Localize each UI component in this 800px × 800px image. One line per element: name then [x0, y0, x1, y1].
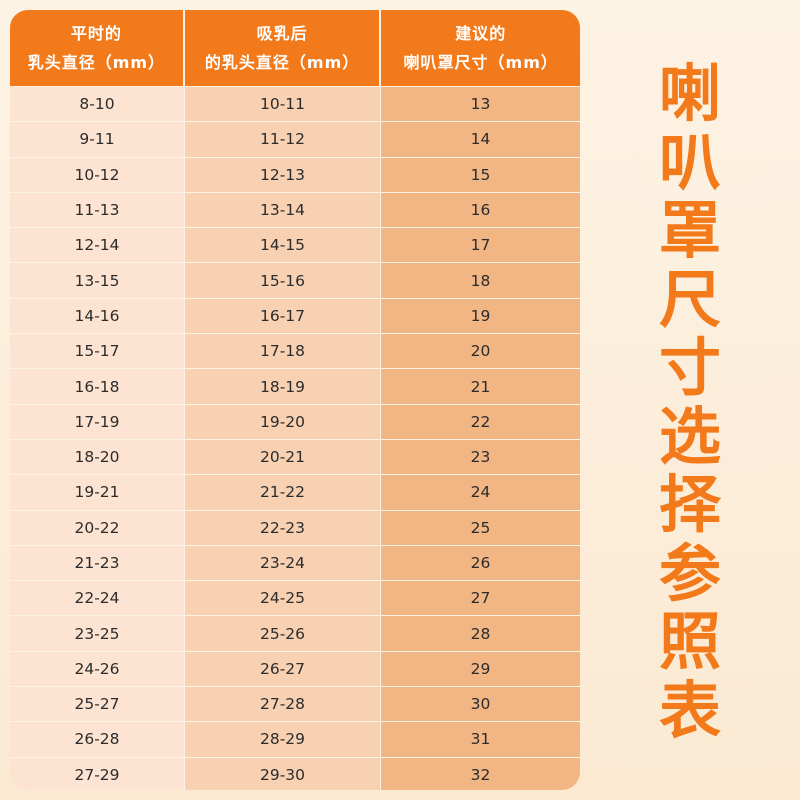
side-title-char: 照 [658, 605, 721, 678]
side-title-char: 尺 [658, 262, 721, 336]
table-row: 26-28 28-29 31 [10, 721, 580, 757]
cell-after-pumping-diameter: 18-19 [184, 369, 380, 404]
cell-after-pumping-diameter: 11-12 [184, 122, 380, 157]
cell-after-pumping-diameter: 29-30 [184, 757, 380, 790]
side-title-char: 叭 [658, 125, 721, 199]
cell-normal-diameter: 24-26 [10, 651, 184, 687]
cell-normal-diameter: 19-21 [10, 475, 184, 510]
cell-recommended-size: 14 [380, 122, 580, 157]
table-row: 14-16 16-17 19 [10, 297, 580, 334]
table-row: 23-25 25-26 28 [10, 615, 580, 651]
table-row: 21-23 23-24 26 [10, 544, 580, 581]
cell-normal-diameter: 21-23 [10, 545, 184, 581]
cell-recommended-size: 27 [380, 581, 580, 616]
cell-normal-diameter: 10-12 [10, 157, 184, 192]
cell-normal-diameter: 15-17 [10, 334, 184, 369]
cell-normal-diameter: 20-22 [10, 510, 184, 545]
cell-normal-diameter: 11-13 [10, 192, 184, 228]
header-after-pumping-diameter: 吸乳后 的乳头直径（mm） [182, 10, 380, 86]
size-table: 平时的 乳头直径（mm） 吸乳后 的乳头直径（mm） 建议的 喇叭罩尺寸（mm）… [10, 10, 580, 790]
cell-recommended-size: 22 [380, 404, 580, 439]
cell-after-pumping-diameter: 14-15 [184, 228, 380, 263]
cell-normal-diameter: 27-29 [10, 757, 184, 790]
table-row: 17-19 19-20 22 [10, 403, 580, 439]
cell-normal-diameter: 14-16 [10, 298, 184, 334]
table-body: 8-10 10-11 13 9-11 11-12 14 10-12 12-13 15 11-13 1… [10, 86, 580, 790]
table-row: 16-18 18-19 21 [10, 368, 580, 404]
table-header: 平时的 乳头直径（mm） 吸乳后 的乳头直径（mm） 建议的 喇叭罩尺寸（mm） [10, 10, 580, 86]
cell-normal-diameter: 12-14 [10, 228, 184, 263]
table-row: 25-27 27-28 30 [10, 686, 580, 722]
table-row: 27-29 29-30 32 [10, 756, 580, 790]
cell-after-pumping-diameter: 25-26 [184, 616, 380, 651]
cell-recommended-size: 30 [380, 687, 580, 722]
cell-normal-diameter: 22-24 [10, 581, 184, 616]
cell-after-pumping-diameter: 17-18 [184, 334, 380, 369]
cell-after-pumping-diameter: 15-16 [184, 263, 380, 298]
cell-after-pumping-diameter: 10-11 [184, 87, 380, 122]
table-row: 12-14 14-15 17 [10, 227, 580, 263]
cell-recommended-size: 13 [380, 87, 580, 122]
cell-recommended-size: 28 [380, 616, 580, 651]
cell-after-pumping-diameter: 23-24 [184, 545, 380, 581]
side-title-char: 喇 [658, 57, 721, 130]
table-row: 10-12 12-13 15 [10, 156, 580, 192]
cell-normal-diameter: 17-19 [10, 404, 184, 439]
cell-after-pumping-diameter: 16-17 [184, 298, 380, 334]
cell-after-pumping-diameter: 20-21 [184, 439, 380, 475]
cell-recommended-size: 29 [380, 651, 580, 687]
table-row: 9-11 11-12 14 [10, 121, 580, 157]
cell-recommended-size: 15 [380, 157, 580, 192]
cell-after-pumping-diameter: 28-29 [184, 722, 380, 757]
cell-after-pumping-diameter: 24-25 [184, 581, 380, 616]
cell-normal-diameter: 23-25 [10, 616, 184, 651]
cell-recommended-size: 17 [380, 228, 580, 263]
table-row: 15-17 17-18 20 [10, 333, 580, 369]
cell-after-pumping-diameter: 26-27 [184, 651, 380, 687]
cell-normal-diameter: 9-11 [10, 122, 184, 157]
cell-normal-diameter: 25-27 [10, 687, 184, 722]
cell-after-pumping-diameter: 27-28 [184, 687, 380, 722]
cell-after-pumping-diameter: 19-20 [184, 404, 380, 439]
cell-normal-diameter: 8-10 [10, 87, 184, 122]
cell-recommended-size: 20 [380, 334, 580, 369]
cell-recommended-size: 21 [380, 369, 580, 404]
cell-normal-diameter: 18-20 [10, 439, 184, 475]
table-row: 8-10 10-11 13 [10, 86, 580, 122]
header-recommended-size: 建议的 喇叭罩尺寸（mm） [379, 10, 580, 86]
side-title-char: 参 [658, 536, 721, 610]
side-title-char: 表 [658, 673, 721, 747]
side-title-char: 寸 [658, 331, 721, 404]
table-row: 13-15 15-16 18 [10, 262, 580, 298]
side-title-char: 选 [658, 399, 721, 473]
cell-normal-diameter: 13-15 [10, 263, 184, 298]
header-normal-diameter: 平时的 乳头直径（mm） [27, 24, 166, 72]
cell-after-pumping-diameter: 21-22 [184, 475, 380, 510]
cell-recommended-size: 32 [380, 757, 580, 790]
cell-after-pumping-diameter: 22-23 [184, 510, 380, 545]
cell-recommended-size: 26 [380, 545, 580, 581]
cell-recommended-size: 19 [380, 298, 580, 334]
cell-after-pumping-diameter: 13-14 [184, 192, 380, 228]
side-title-char: 择 [658, 468, 721, 541]
table-row: 24-26 26-27 29 [10, 650, 580, 687]
table-row: 22-24 24-25 27 [10, 580, 580, 616]
table-row: 20-22 22-23 25 [10, 509, 580, 545]
cell-recommended-size: 16 [380, 192, 580, 228]
cell-recommended-size: 24 [380, 475, 580, 510]
cell-after-pumping-diameter: 12-13 [184, 157, 380, 192]
cell-normal-diameter: 16-18 [10, 369, 184, 404]
cell-normal-diameter: 26-28 [10, 722, 184, 757]
table-row: 11-13 13-14 16 [10, 191, 580, 228]
cell-recommended-size: 25 [380, 510, 580, 545]
side-title: 喇叭罩尺寸选择参照表 [652, 60, 728, 745]
table-row: 18-20 20-21 23 [10, 438, 580, 475]
table-row: 19-21 21-22 24 [10, 474, 580, 510]
cell-recommended-size: 18 [380, 263, 580, 298]
side-title-char: 罩 [658, 194, 721, 267]
cell-recommended-size: 31 [380, 722, 580, 757]
cell-recommended-size: 23 [380, 439, 580, 475]
